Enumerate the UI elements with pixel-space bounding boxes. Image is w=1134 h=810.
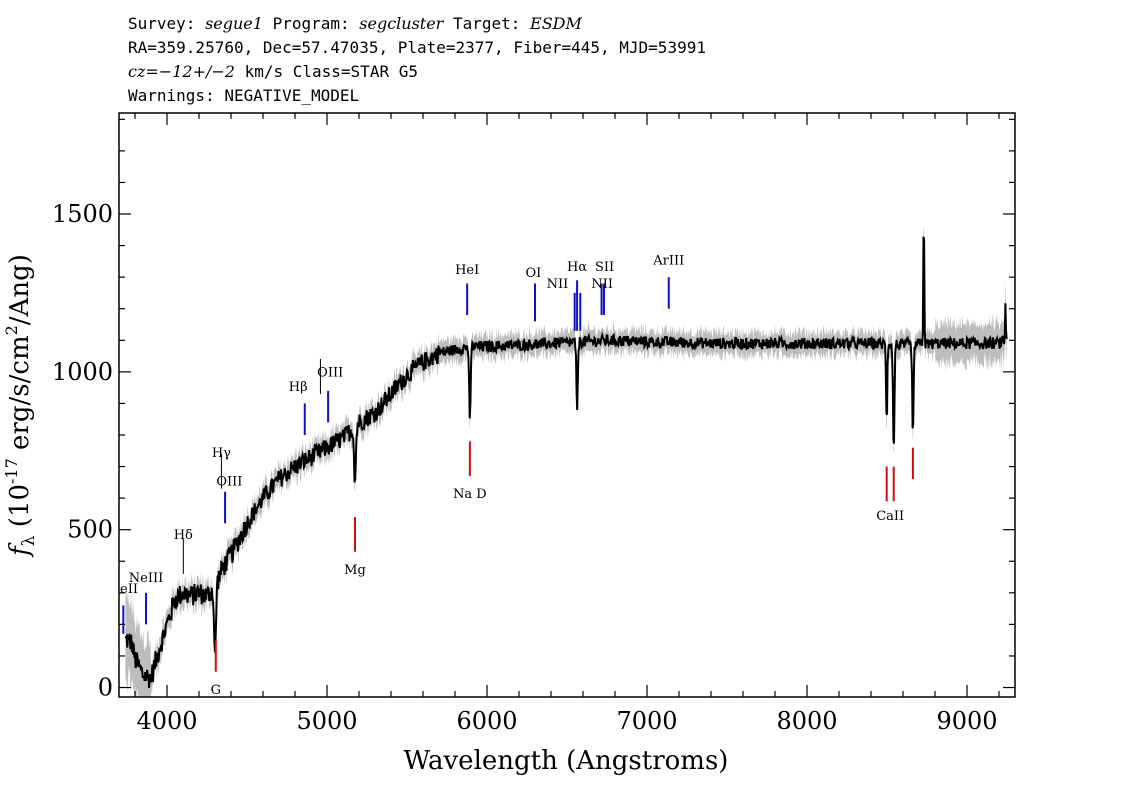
program-label: Program: xyxy=(263,14,359,33)
emission-line-label: NeIII xyxy=(129,571,163,586)
target-label: Target: xyxy=(443,14,530,33)
emission-line-label: SII xyxy=(595,260,614,275)
absorption-line-label: G xyxy=(211,683,221,698)
y-axis-mid: erg/s/cm xyxy=(5,335,35,458)
absorption-line-label: CaII xyxy=(876,509,904,524)
line-markers xyxy=(122,277,914,672)
emission-line-label: Hβ xyxy=(289,380,308,395)
x-axis-title: Wavelength (Angstroms) xyxy=(404,746,729,776)
header-line-4: Warnings: NEGATIVE_MODEL xyxy=(128,86,359,105)
plot-area xyxy=(122,227,1008,697)
target-value: ESDM xyxy=(529,14,582,33)
emission-line-label: OIII xyxy=(317,366,343,381)
x-tick-label: 8000 xyxy=(776,707,837,735)
axis-ticks: 4000 5000 6000 7000 8000 9000 0 500 1000 1500 xyxy=(52,113,1015,735)
y-axis-close: /Ang) xyxy=(5,254,35,325)
emission-line-label: HeI xyxy=(455,263,479,278)
y-tick-label: 1500 xyxy=(52,200,113,228)
survey-label: Survey: xyxy=(128,14,205,33)
emission-line-label: NII xyxy=(591,277,613,292)
spectrum-line xyxy=(124,236,1008,688)
y-axis-exp2: 2 xyxy=(2,325,21,335)
x-tick-label: 7000 xyxy=(616,707,677,735)
emission-line-label: Hγ xyxy=(212,446,231,461)
absorption-line-label: Mg xyxy=(344,563,366,578)
redshift-value: cz=−12+/−2 xyxy=(128,62,235,81)
x-tick-label: 9000 xyxy=(936,707,997,735)
y-axis-lambda: λ xyxy=(19,535,39,546)
emission-line-label: OI xyxy=(526,266,542,281)
error-band xyxy=(125,227,1007,697)
absorption-line-label: Na D xyxy=(453,487,487,502)
emission-line-label: Hα xyxy=(567,260,587,275)
y-tick-label: 0 xyxy=(98,674,113,702)
y-tick-label: 500 xyxy=(67,516,113,544)
emission-line-label: OIII xyxy=(216,474,242,489)
program-value: segcluster xyxy=(359,14,444,33)
x-tick-label: 6000 xyxy=(456,707,517,735)
y-axis-exp1: -17 xyxy=(2,458,21,484)
header-line-3: cz=−12+/−2 km/s Class=STAR G5 xyxy=(128,62,418,81)
emission-line-label: NII xyxy=(547,277,569,292)
plot-frame xyxy=(118,112,1016,698)
header-line-2: RA=359.25760, Dec=57.47035, Plate=2377, … xyxy=(128,38,706,57)
x-tick-label: 4000 xyxy=(136,707,197,735)
header-line-1: Survey: segue1 Program: segcluster Targe… xyxy=(128,14,583,33)
y-axis-open: (10 xyxy=(5,484,35,536)
y-tick-label: 1000 xyxy=(52,358,113,386)
class-value: km/s Class=STAR G5 xyxy=(235,62,418,81)
emission-line-label: Hδ xyxy=(174,528,193,543)
emission-line-label: ArIII xyxy=(652,254,684,269)
x-tick-label: 5000 xyxy=(296,707,357,735)
y-axis-title: fλ (10-17 erg/s/cm2/Ang) xyxy=(2,254,39,558)
survey-value: segue1 xyxy=(205,14,263,33)
